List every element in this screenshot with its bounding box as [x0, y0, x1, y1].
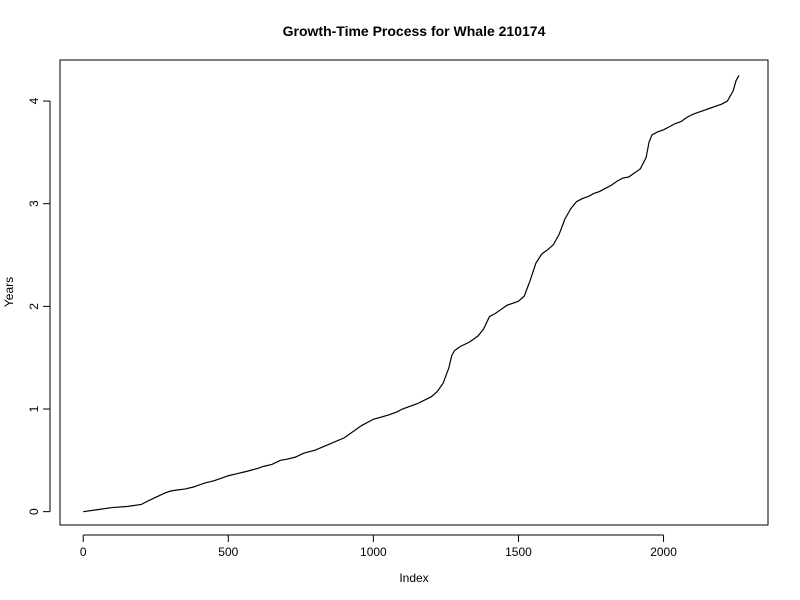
- x-axis: 0 500 1000 1500 2000: [80, 534, 677, 559]
- y-axis: 0 1 2 3 4: [27, 97, 51, 515]
- y-tick-label: 3: [27, 200, 41, 207]
- x-tick-label: 2000: [650, 545, 677, 559]
- y-tick-label: 0: [27, 508, 41, 515]
- y-tick-label: 1: [27, 405, 41, 412]
- x-tick-label: 1000: [360, 545, 387, 559]
- y-tick-label: 2: [27, 303, 41, 310]
- x-tick-label: 0: [80, 545, 87, 559]
- series-line: [83, 75, 740, 513]
- x-tick-label: 500: [218, 545, 238, 559]
- y-axis-label: Years: [2, 277, 16, 307]
- x-tick-label: 1500: [505, 545, 532, 559]
- plot-area-frame: [59, 59, 769, 526]
- y-tick-label: 4: [27, 97, 41, 104]
- x-axis-label: Index: [399, 571, 428, 585]
- chart-title: Growth-Time Process for Whale 210174: [283, 23, 546, 39]
